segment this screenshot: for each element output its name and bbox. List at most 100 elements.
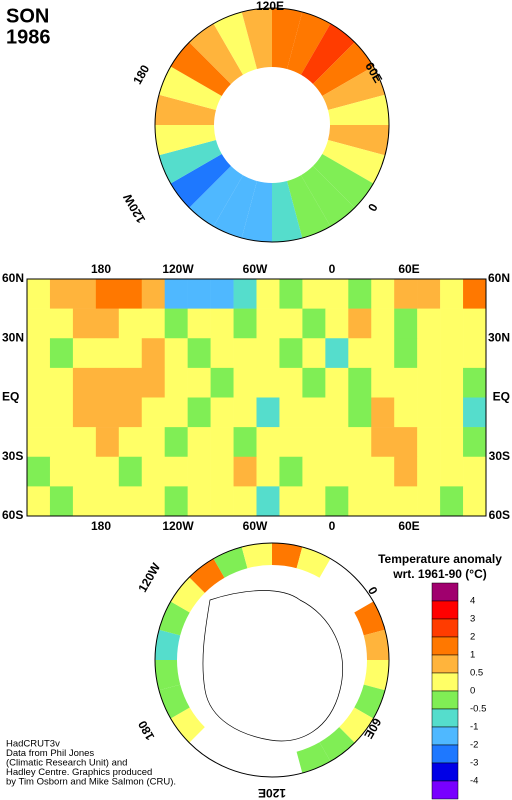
grid-cell — [256, 456, 280, 487]
grid-cell — [371, 427, 395, 458]
grid-cell — [371, 456, 395, 487]
grid-cell — [313, 42, 374, 96]
grid-cell — [233, 397, 257, 428]
grid-cell — [256, 427, 280, 458]
grid-cell — [348, 427, 372, 458]
grid-cell — [241, 543, 272, 569]
grid-cell — [440, 456, 464, 487]
grid-cell — [155, 660, 181, 691]
grid-cell — [440, 397, 464, 428]
grid-cell — [363, 660, 389, 691]
grid-cell — [49, 397, 74, 428]
grid-cell — [72, 486, 97, 517]
legend-swatch — [431, 708, 459, 728]
lon-label: 60E — [398, 519, 419, 533]
grid-cell — [241, 8, 272, 69]
grid-cell — [417, 486, 441, 517]
grid-cell — [170, 577, 205, 613]
grid-cell — [210, 427, 234, 458]
grid-cell — [325, 308, 349, 339]
grid-cell — [27, 486, 51, 517]
legend-tick: 4 — [470, 596, 475, 607]
grid-cell — [27, 456, 51, 487]
grid-cell — [417, 367, 441, 398]
grid-cell — [210, 308, 234, 339]
polar-outline — [154, 542, 390, 778]
grid-cell — [371, 397, 395, 428]
grid-cell — [233, 456, 257, 487]
grid-cell — [463, 456, 487, 487]
lat-label: 60N — [2, 271, 24, 285]
grid-cell — [72, 367, 97, 398]
polar-label: 120E — [258, 786, 286, 800]
legend-title: Temperature anomaly — [378, 552, 502, 566]
grid-cell — [417, 397, 441, 428]
credit-line: Data from Phil Jones — [6, 748, 94, 759]
grid-cell — [302, 338, 326, 369]
grid-cell — [187, 427, 211, 458]
grid-cell — [141, 279, 165, 309]
grid-cell — [256, 486, 280, 517]
polar-label: 120E — [256, 0, 284, 13]
grid-cell — [118, 456, 143, 487]
grid-cell — [189, 166, 243, 227]
grid-cell — [118, 397, 143, 428]
grid-cell — [155, 125, 216, 156]
grid-cell — [302, 427, 326, 458]
grid-cell — [348, 456, 372, 487]
grid-cell — [417, 338, 441, 369]
lat-label: EQ — [493, 390, 510, 404]
map-frame — [26, 278, 487, 517]
grid-cell — [170, 42, 231, 96]
grid-cell — [394, 456, 418, 487]
grid-cell — [463, 308, 487, 339]
grid-cell — [210, 397, 234, 428]
grid-cell — [440, 308, 464, 339]
grid-cell — [256, 308, 280, 339]
grid-cell — [279, 367, 303, 398]
grid-cell — [463, 338, 487, 369]
legend-tick: -1 — [470, 722, 478, 733]
lat-label: 30N — [488, 330, 510, 344]
grid-cell — [187, 397, 211, 428]
grid-cell — [118, 486, 143, 517]
lat-label: 60N — [488, 271, 510, 285]
lon-label: 120W — [162, 519, 194, 533]
grid-cell — [302, 308, 326, 339]
lat-label: 60S — [2, 508, 23, 522]
legend-swatch — [431, 582, 459, 602]
legend-swatch — [431, 672, 459, 692]
grid-cell — [233, 367, 257, 398]
legend-tick: -3 — [470, 758, 478, 769]
grid-cell — [440, 427, 464, 458]
grid-cell — [279, 308, 303, 339]
legend-swatch — [431, 636, 459, 656]
grid-cell — [279, 397, 303, 428]
grid-cell — [27, 279, 51, 309]
grid-cell — [187, 486, 211, 517]
grid-cell — [348, 338, 372, 369]
grid-cell — [164, 397, 188, 428]
grid-cell — [440, 279, 464, 309]
grid-cell — [394, 486, 418, 517]
grid-cell — [233, 308, 257, 339]
legend-tick: 0.5 — [470, 668, 483, 679]
grid-cell — [118, 338, 143, 369]
grid-cell — [49, 456, 74, 487]
lon-label: 180 — [91, 519, 111, 533]
grid-cell — [302, 456, 326, 487]
grid-cell — [348, 279, 372, 309]
legend-tick: 2 — [470, 632, 475, 643]
legend-swatch — [431, 726, 459, 746]
grid-cell — [463, 427, 487, 458]
grid-cell — [95, 308, 120, 339]
grid-cell — [164, 308, 188, 339]
grid-cell — [463, 486, 487, 517]
grid-cell — [72, 456, 97, 487]
grid-cell — [371, 308, 395, 339]
grid-cell — [49, 427, 74, 458]
grid-cell — [328, 94, 389, 125]
grid-cell — [72, 397, 97, 428]
grid-cell — [417, 456, 441, 487]
grid-cell — [256, 279, 280, 309]
